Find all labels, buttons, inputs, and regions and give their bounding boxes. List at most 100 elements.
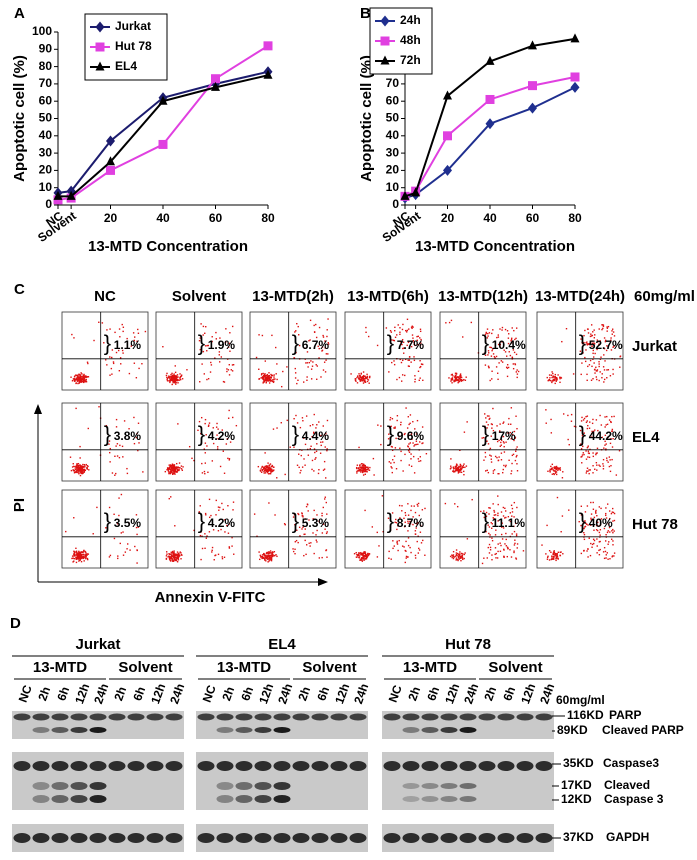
event-dot bbox=[422, 442, 424, 444]
event-dot bbox=[398, 539, 400, 542]
event-dot bbox=[361, 560, 364, 562]
event-dot bbox=[408, 365, 410, 368]
event-dot bbox=[581, 462, 583, 464]
event-dot bbox=[585, 450, 587, 452]
event-dot bbox=[78, 560, 80, 562]
event-dot bbox=[456, 558, 458, 561]
event-dot bbox=[511, 515, 513, 517]
event-dot bbox=[219, 506, 221, 509]
event-dot bbox=[548, 550, 551, 552]
event-dot bbox=[514, 539, 516, 541]
event-dot bbox=[418, 549, 421, 551]
event-dot bbox=[589, 554, 592, 557]
event-dot bbox=[609, 558, 611, 560]
event-dot bbox=[228, 458, 231, 460]
event-dot bbox=[263, 374, 266, 377]
event-dot bbox=[594, 368, 596, 371]
event-dot bbox=[459, 551, 461, 553]
event-dot bbox=[416, 339, 418, 342]
event-dot bbox=[170, 376, 172, 379]
event-dot bbox=[499, 328, 501, 330]
event-dot bbox=[263, 373, 266, 376]
event-dot bbox=[200, 433, 202, 435]
event-dot bbox=[452, 557, 455, 560]
event-dot bbox=[501, 341, 503, 343]
event-dot bbox=[261, 466, 263, 468]
band bbox=[13, 833, 31, 843]
band bbox=[402, 761, 420, 771]
event-dot bbox=[605, 517, 608, 519]
event-dot bbox=[418, 547, 420, 550]
event-dot bbox=[408, 447, 411, 450]
event-dot bbox=[412, 337, 414, 339]
event-dot bbox=[78, 551, 80, 554]
event-dot bbox=[492, 472, 495, 474]
y-tick-label: 20 bbox=[39, 163, 53, 177]
event-dot bbox=[515, 327, 518, 329]
event-dot bbox=[363, 380, 365, 382]
event-dot bbox=[483, 352, 486, 355]
event-dot bbox=[171, 473, 174, 475]
event-dot bbox=[407, 449, 410, 452]
event-dot bbox=[223, 556, 226, 558]
event-dot bbox=[561, 340, 563, 343]
event-dot bbox=[76, 469, 79, 471]
event-dot bbox=[169, 379, 172, 382]
event-dot bbox=[490, 435, 492, 437]
event-dot bbox=[77, 470, 79, 472]
event-dot bbox=[506, 330, 509, 332]
event-dot bbox=[494, 455, 497, 458]
event-dot bbox=[583, 531, 585, 534]
event-dot bbox=[364, 551, 366, 553]
event-dot bbox=[511, 462, 513, 465]
event-dot bbox=[495, 529, 497, 531]
event-dot bbox=[513, 525, 515, 528]
event-dot bbox=[366, 376, 368, 379]
event-dot bbox=[555, 376, 558, 379]
event-dot bbox=[361, 463, 364, 465]
event-dot bbox=[355, 556, 358, 558]
event-dot bbox=[450, 378, 453, 380]
band bbox=[292, 713, 310, 721]
event-dot bbox=[361, 378, 363, 380]
event-dot bbox=[204, 442, 207, 444]
event-dot bbox=[559, 378, 561, 380]
x-tick-label: 20 bbox=[104, 211, 118, 225]
event-dot bbox=[267, 555, 269, 558]
event-dot bbox=[264, 452, 266, 454]
event-dot bbox=[271, 469, 273, 471]
event-dot bbox=[200, 558, 202, 561]
marker bbox=[380, 55, 390, 65]
event-dot bbox=[601, 328, 603, 331]
event-dot bbox=[378, 545, 380, 547]
event-dot bbox=[305, 362, 307, 364]
event-dot bbox=[173, 464, 176, 466]
event-dot bbox=[608, 510, 611, 512]
event-dot bbox=[602, 366, 605, 368]
event-dot bbox=[515, 456, 518, 458]
event-dot bbox=[454, 465, 457, 468]
event-dot bbox=[167, 556, 169, 558]
event-dot bbox=[198, 339, 201, 342]
event-dot bbox=[458, 378, 461, 380]
event-dot bbox=[409, 546, 411, 549]
event-dot bbox=[166, 467, 169, 470]
event-dot bbox=[175, 557, 178, 559]
event-dot bbox=[413, 341, 415, 343]
event-dot bbox=[581, 362, 583, 364]
lane-label: 6h bbox=[424, 685, 442, 703]
band bbox=[89, 795, 107, 803]
event-dot bbox=[609, 459, 611, 461]
event-dot bbox=[169, 557, 172, 559]
event-dot bbox=[222, 450, 224, 452]
event-dot bbox=[505, 532, 507, 535]
event-dot bbox=[599, 358, 602, 360]
event-dot bbox=[121, 349, 124, 352]
subgroup-label: 13-MTD bbox=[217, 659, 271, 676]
event-dot bbox=[76, 554, 78, 556]
event-dot bbox=[464, 379, 467, 381]
event-dot bbox=[506, 367, 509, 369]
event-dot bbox=[456, 505, 459, 508]
plot-frame bbox=[439, 402, 527, 482]
event-dot bbox=[261, 376, 263, 379]
